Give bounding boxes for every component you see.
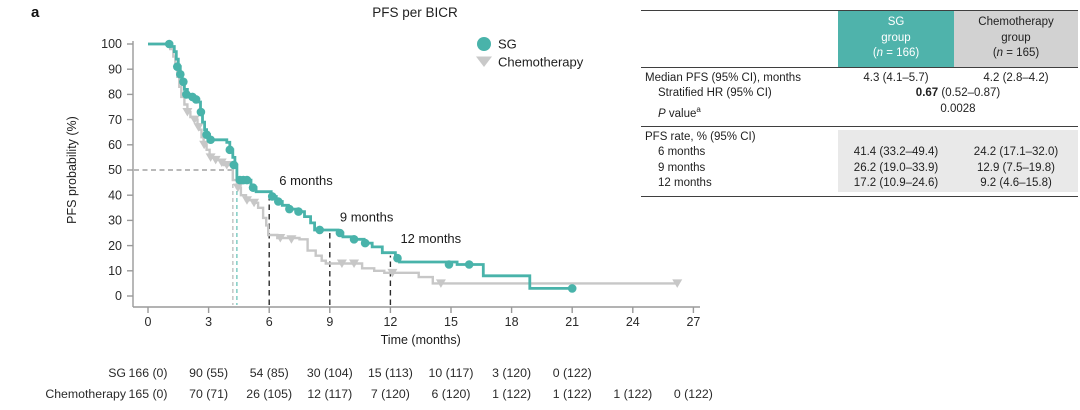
rate-9mo-values: 26.2 (19.0–33.9) 12.9 (7.5–19.8)	[838, 160, 1078, 177]
svg-text:40: 40	[108, 188, 122, 202]
sg-header-n: (n = 166)	[872, 47, 920, 59]
svg-text:3 (120): 3 (120)	[492, 366, 531, 380]
stats-section-median: Median PFS (95% CI), months 4.3 (4.1–5.7…	[641, 68, 1078, 127]
svg-text:54 (85): 54 (85)	[250, 366, 289, 380]
svg-text:15 (113): 15 (113)	[368, 366, 413, 380]
svg-text:70: 70	[108, 113, 122, 127]
chemo-header-line2: group	[1001, 31, 1031, 44]
svg-text:15: 15	[444, 315, 458, 329]
header-sg-group: SG group (n = 166)	[838, 11, 954, 67]
p-value-label: P valuea	[658, 104, 701, 120]
svg-text:PFS probability (%): PFS probability (%)	[65, 116, 79, 224]
svg-text:24: 24	[626, 315, 640, 329]
sg-header-line2: group	[881, 31, 911, 44]
dashed-guides	[134, 169, 392, 305]
svg-text:PFS per BICR: PFS per BICR	[372, 5, 458, 20]
rate-12mo-label: 12 months	[658, 177, 712, 190]
stratified-hr-value: 0.67 (0.52–0.87)	[915, 87, 1001, 99]
svg-text:9: 9	[326, 315, 333, 329]
rate-6mo-values: 41.4 (33.2–49.4) 24.2 (17.1–32.0)	[838, 145, 1078, 161]
svg-text:30: 30	[108, 214, 122, 228]
svg-text:27: 27	[686, 315, 700, 329]
svg-text:6 months: 6 months	[279, 173, 333, 188]
median-pfs-label: Median PFS (95% CI), months	[645, 71, 801, 84]
sg-header-line1: SG	[887, 16, 905, 28]
timepoint-annotations: 6 months 9 months 12 months	[279, 173, 461, 246]
svg-text:Chemotherapy: Chemotherapy	[45, 387, 127, 401]
svg-text:1 (122): 1 (122)	[492, 387, 531, 401]
pfs-rate-section-label: PFS rate, % (95% CI)	[645, 130, 756, 143]
legend-sg-circle-icon	[477, 37, 491, 51]
svg-text:18: 18	[505, 315, 519, 329]
svg-text:SG: SG	[498, 37, 517, 52]
svg-text:9 months: 9 months	[340, 210, 394, 225]
svg-text:0: 0	[115, 289, 122, 303]
km-chart: PFS per BICR 0 10 20 30 40 50 60 70 80 90 100 0 3 6 9 12…	[45, 5, 713, 401]
svg-text:7 (120): 7 (120)	[371, 387, 410, 401]
svg-text:90 (55): 90 (55)	[189, 366, 228, 380]
svg-text:20: 20	[108, 239, 122, 253]
svg-text:SG: SG	[108, 366, 126, 380]
number-at-risk-table: SG 166 (0) 90 (55) 54 (85) 30 (104) 15 (113) 1…	[45, 366, 713, 401]
panel-label: a	[31, 4, 40, 21]
svg-text:80: 80	[108, 88, 122, 102]
rate-6mo-label: 6 months	[658, 146, 706, 159]
svg-text:166 (0): 166 (0)	[129, 366, 168, 380]
stats-table: SG group (n = 166) Chemotherapy group (n…	[641, 10, 1078, 197]
header-empty-cell	[641, 11, 838, 67]
svg-text:12: 12	[383, 315, 397, 329]
svg-text:1 (122): 1 (122)	[613, 387, 652, 401]
svg-text:90: 90	[108, 62, 122, 76]
svg-text:70 (71): 70 (71)	[189, 387, 228, 401]
legend-chemo-triangle-icon	[476, 56, 492, 67]
series-chemotherapy	[148, 42, 683, 288]
svg-text:6 (120): 6 (120)	[432, 387, 471, 401]
svg-text:10: 10	[108, 264, 122, 278]
stats-table-header: SG group (n = 166) Chemotherapy group (n…	[641, 11, 1078, 68]
svg-text:1 (122): 1 (122)	[553, 387, 592, 401]
rate-9mo-label: 9 months	[658, 161, 706, 174]
series-sg	[148, 39, 577, 293]
chart-title: PFS per BICR	[372, 5, 458, 20]
svg-text:165 (0): 165 (0)	[129, 387, 168, 401]
svg-text:10 (117): 10 (117)	[429, 366, 474, 380]
chemo-header-line1: Chemotherapy	[978, 16, 1054, 28]
svg-text:12 months: 12 months	[400, 231, 461, 246]
svg-text:Chemotherapy: Chemotherapy	[498, 55, 584, 70]
median-pfs-chemo-value: 4.2 (2.8–4.2)	[983, 71, 1049, 84]
svg-text:0 (122): 0 (122)	[674, 387, 713, 401]
svg-text:6: 6	[266, 315, 273, 329]
svg-text:100: 100	[101, 37, 122, 51]
legend: SG Chemotherapy	[476, 37, 584, 70]
svg-text:0 (122): 0 (122)	[553, 366, 592, 380]
pfs-rate-empty-cells	[838, 129, 1078, 146]
svg-text:Time (months): Time (months)	[381, 333, 461, 347]
svg-text:0: 0	[145, 315, 152, 329]
p-value: 0.0028	[940, 102, 976, 115]
svg-text:3: 3	[205, 315, 212, 329]
stratified-hr-label: Stratified HR (95% CI)	[658, 87, 772, 99]
svg-text:21: 21	[565, 315, 579, 329]
svg-text:60: 60	[108, 138, 122, 152]
svg-text:12 (117): 12 (117)	[307, 387, 352, 401]
header-chemo-group: Chemotherapy group (n = 165)	[954, 11, 1078, 67]
svg-text:50: 50	[108, 163, 122, 177]
stats-section-rates: PFS rate, % (95% CI) 6 months 41.4 (33.2…	[641, 127, 1078, 196]
rate-12mo-values: 17.2 (10.9–24.6) 9.2 (4.6–15.8)	[838, 176, 1078, 192]
svg-text:26 (105): 26 (105)	[246, 387, 292, 401]
svg-text:30 (104): 30 (104)	[307, 366, 353, 380]
median-pfs-sg-value: 4.3 (4.1–5.7)	[863, 71, 929, 84]
axes: 0 10 20 30 40 50 60 70 80 90 100 0 3 6 9 12 15 18 21 24 27 Ti…	[65, 37, 700, 347]
chemo-header-n: (n = 165)	[992, 47, 1040, 59]
